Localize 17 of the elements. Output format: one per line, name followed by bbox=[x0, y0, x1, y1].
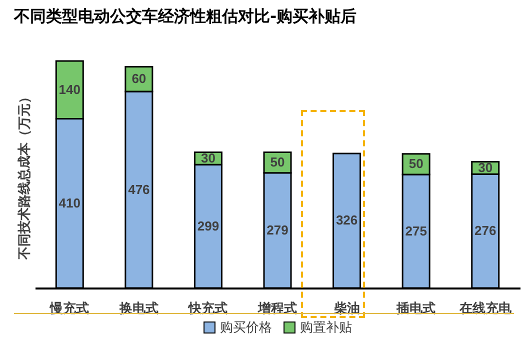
data-label: 30 bbox=[200, 150, 216, 166]
data-label: 326 bbox=[336, 212, 358, 228]
data-label: 60 bbox=[132, 71, 146, 86]
data-label: 299 bbox=[197, 218, 220, 234]
chart-title: 不同类型电动公交车经济性粗估对比-购买补贴后 bbox=[13, 6, 357, 26]
data-label: 275 bbox=[405, 223, 427, 238]
legend-label: 购买价格 bbox=[220, 320, 272, 336]
data-label: 476 bbox=[128, 182, 150, 197]
data-label: 30 bbox=[478, 160, 493, 175]
y-axis-title: 不同技术路线总成本（万元） bbox=[16, 90, 32, 260]
data-label: 276 bbox=[474, 223, 496, 238]
data-label: 50 bbox=[408, 156, 424, 172]
data-label: 140 bbox=[58, 82, 80, 97]
legend-label: 购置补贴 bbox=[300, 320, 352, 336]
data-label: 279 bbox=[266, 222, 288, 238]
data-label: 410 bbox=[58, 195, 80, 210]
data-label: 50 bbox=[270, 154, 285, 170]
